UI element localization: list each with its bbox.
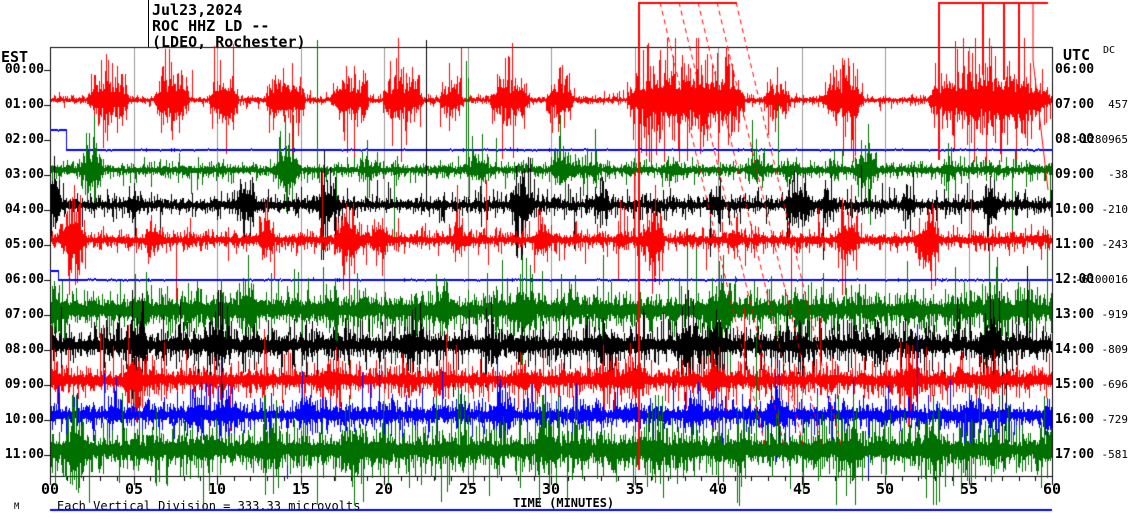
dc-column-title: DC xyxy=(1103,45,1116,56)
est-label-04: 04:00 xyxy=(4,202,44,217)
right-axis-title: UTC xyxy=(1063,46,1091,64)
header-date: Jul23,2024 xyxy=(152,1,243,19)
x-tick-25: 25 xyxy=(458,480,478,498)
x-tick-50: 50 xyxy=(875,480,895,498)
x-tick-10: 10 xyxy=(207,480,227,498)
x-tick-45: 45 xyxy=(792,480,812,498)
corner-mark: M xyxy=(14,502,20,512)
dc-value-12: -6100016 xyxy=(1075,273,1128,286)
est-label-06: 06:00 xyxy=(4,272,44,287)
header-divider-line xyxy=(148,0,149,47)
dc-value-08: -1280965 xyxy=(1075,133,1128,146)
dc-value-14: -809 xyxy=(1101,343,1129,356)
utc-label-06: 06:00 xyxy=(1055,62,1095,77)
x-tick-55: 55 xyxy=(959,480,979,498)
dc-value-07: 457 xyxy=(1108,98,1128,111)
x-axis-title: TIME (MINUTES) xyxy=(513,496,615,510)
x-tick-60: 60 xyxy=(1042,480,1062,498)
header-network: (LDEO, Rochester) xyxy=(152,33,306,51)
x-tick-30: 30 xyxy=(541,480,561,498)
scale-footnote: Each Vertical Division = 333.33 microvol… xyxy=(57,499,361,513)
x-tick-40: 40 xyxy=(708,480,728,498)
est-label-01: 01:00 xyxy=(4,97,44,112)
dc-value-10: -210 xyxy=(1101,203,1129,216)
est-label-03: 03:00 xyxy=(4,167,44,182)
est-label-08: 08:00 xyxy=(4,342,44,357)
est-label-09: 09:00 xyxy=(4,377,44,392)
est-label-05: 05:00 xyxy=(4,237,44,252)
plot-area xyxy=(50,47,1052,476)
est-label-07: 07:00 xyxy=(4,307,44,322)
x-tick-15: 15 xyxy=(291,480,311,498)
x-tick-00: 00 xyxy=(40,480,60,498)
x-tick-20: 20 xyxy=(374,480,394,498)
dc-value-11: -243 xyxy=(1101,238,1129,251)
dc-value-16: -729 xyxy=(1101,413,1129,426)
est-label-00: 00:00 xyxy=(4,62,44,77)
est-label-02: 02:00 xyxy=(4,132,44,147)
dc-value-13: -919 xyxy=(1101,308,1129,321)
dc-value-17: -581 xyxy=(1101,448,1129,461)
est-label-11: 11:00 xyxy=(4,447,44,462)
est-label-10: 10:00 xyxy=(4,412,44,427)
header-station: ROC HHZ LD -- xyxy=(152,17,270,35)
x-tick-05: 05 xyxy=(124,480,144,498)
x-tick-35: 35 xyxy=(625,480,645,498)
dc-value-09: -38 xyxy=(1108,168,1128,181)
dc-value-15: -696 xyxy=(1101,378,1129,391)
